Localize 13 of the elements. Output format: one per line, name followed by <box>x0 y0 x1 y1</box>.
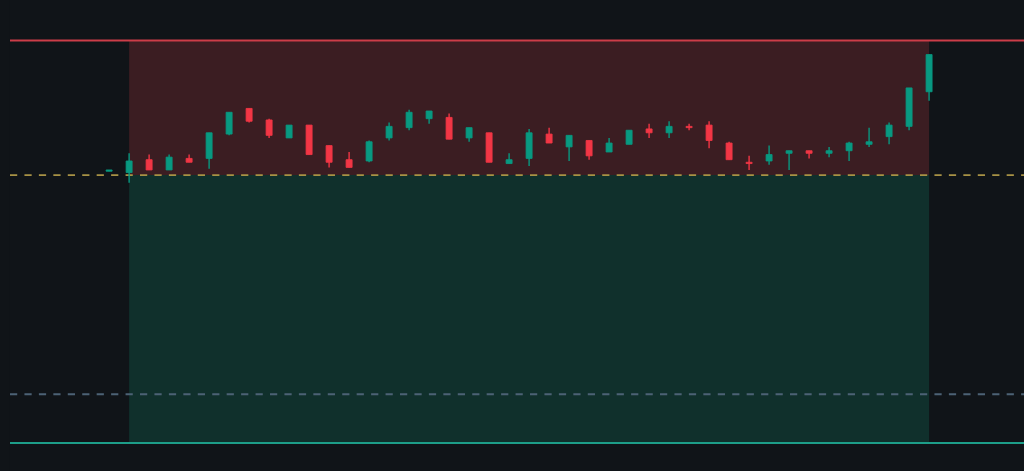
candlestick <box>405 109 413 131</box>
candlestick <box>565 134 573 162</box>
candlestick <box>585 139 593 161</box>
candlestick <box>765 144 773 166</box>
candlestick <box>125 152 133 184</box>
candlestick <box>445 112 453 140</box>
candlestick <box>705 120 713 149</box>
candlestick <box>885 121 893 146</box>
candlestick <box>645 123 653 139</box>
candlestick <box>325 144 333 169</box>
candlestick <box>745 155 753 171</box>
candlestick <box>865 126 873 148</box>
candlestick <box>785 150 793 171</box>
